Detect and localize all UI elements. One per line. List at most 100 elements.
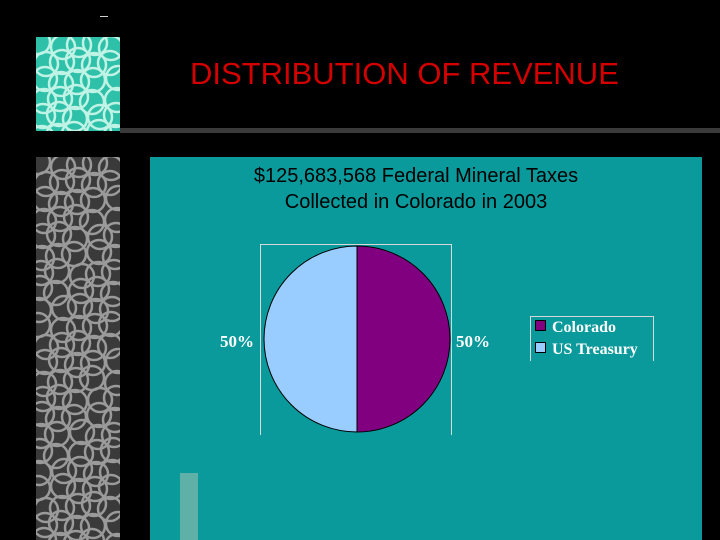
decorative-ring <box>36 370 58 398</box>
pie-chart <box>263 245 451 433</box>
decorative-ring <box>97 157 120 182</box>
decorative-ring <box>80 51 108 79</box>
decorative-ring <box>104 64 120 92</box>
decorative-ring <box>98 458 120 486</box>
decorative-ring <box>99 436 120 464</box>
decorative-ring <box>67 277 95 305</box>
chart-title: $125,683,568 Federal Mineral Taxes Colle… <box>150 163 682 215</box>
decorative-ring <box>36 311 52 339</box>
decorative-ring <box>63 68 91 96</box>
decorative-ring <box>103 123 120 131</box>
decorative-ring <box>48 168 76 196</box>
decorative-ring <box>46 85 74 113</box>
decorative-ring <box>86 223 114 251</box>
decorative-ring <box>47 190 75 218</box>
decorative-ring <box>63 529 89 540</box>
decorative-ring <box>36 348 59 376</box>
decorative-ring <box>84 260 112 288</box>
decorative-ring <box>48 331 76 359</box>
decorative-ring <box>36 102 57 130</box>
decorative-circles-tile <box>36 37 120 131</box>
decorative-ring <box>96 49 120 77</box>
chart-panel: $125,683,568 Federal Mineral Taxes Colle… <box>150 157 702 540</box>
decorative-ring <box>65 477 93 505</box>
decorative-ring <box>82 460 110 488</box>
decorative-ring <box>36 400 56 428</box>
chart-title-line-2: Collected in Colorado in 2003 <box>284 191 548 213</box>
decorative-ring <box>49 37 77 61</box>
decorative-ring <box>48 48 76 76</box>
decorative-ring <box>102 101 120 129</box>
decorative-ring <box>36 50 60 78</box>
decorative-ring <box>47 70 75 98</box>
decorative-ring <box>80 171 108 199</box>
legend-swatch-us-treasury <box>535 342 546 353</box>
decorative-ring <box>100 421 120 449</box>
decorative-ring <box>64 46 92 74</box>
decorative-ring <box>36 333 60 361</box>
decorative-ring <box>36 385 57 413</box>
legend-item-us-treasury: US Treasury <box>535 341 638 359</box>
corner-dash <box>100 16 108 17</box>
decorative-ring <box>104 347 120 375</box>
decorative-ring <box>36 496 60 524</box>
decorative-ring <box>96 495 120 523</box>
decorative-ring <box>85 238 113 266</box>
decorative-ring <box>36 259 55 287</box>
decorative-ring <box>62 83 90 111</box>
decorative-ring <box>101 406 120 434</box>
decorative-circles-strip <box>36 157 120 540</box>
decorative-ring <box>104 184 120 212</box>
decorative-ring <box>67 440 95 468</box>
title-divider <box>120 128 720 133</box>
decorative-ring <box>47 346 75 374</box>
decorative-ring <box>49 316 77 344</box>
decorative-ring <box>36 207 58 235</box>
decorative-ring <box>97 37 120 62</box>
decorative-ring <box>36 87 58 115</box>
decorative-ring <box>44 242 72 270</box>
decorative-ring <box>64 166 92 194</box>
decorative-ring <box>81 312 109 340</box>
decorative-ring <box>36 437 54 465</box>
decorative-ring <box>65 314 93 342</box>
decorative-ring <box>62 203 90 231</box>
decorative-ring <box>46 368 74 396</box>
decorative-ring <box>66 455 94 483</box>
decorative-ring <box>44 405 72 433</box>
decorative-ring <box>36 274 54 302</box>
decorative-ring <box>36 185 59 213</box>
decorative-ring <box>96 332 120 360</box>
decorative-ring <box>86 386 114 414</box>
decorative-ring <box>103 369 120 397</box>
decorative-ring <box>97 473 120 501</box>
decorative-ring <box>102 221 120 249</box>
decorative-ring <box>68 418 96 446</box>
decorative-ring <box>65 157 93 179</box>
chart-title-line-1: $125,683,568 Federal Mineral Taxes <box>253 165 579 187</box>
decorative-ring <box>96 169 120 197</box>
decorative-ring <box>46 205 74 233</box>
decorative-ring <box>50 294 78 322</box>
decorative-ring <box>68 262 96 290</box>
decorative-ring <box>83 438 111 466</box>
decorative-ring <box>83 275 111 303</box>
decorative-ring <box>65 37 93 59</box>
decorative-ring <box>85 401 113 429</box>
decorative-ring <box>84 423 112 451</box>
decorative-ring <box>43 257 71 285</box>
decorative-ring <box>45 122 71 131</box>
pie-slice-colorado <box>356 245 451 433</box>
decorative-ring <box>78 527 106 540</box>
decorative-ring <box>45 383 73 411</box>
decorative-ring <box>36 474 52 502</box>
decorative-ring <box>36 244 56 272</box>
legend-swatch-colorado <box>535 320 546 331</box>
decorative-ring <box>64 492 92 520</box>
decorative-ring <box>66 292 94 320</box>
decorative-ring <box>85 118 113 131</box>
decorative-ring <box>81 475 109 503</box>
decorative-ring <box>99 280 120 308</box>
slide-title: DISTRIBUTION OF REVENUE <box>190 56 619 91</box>
decorative-ring <box>62 366 90 394</box>
